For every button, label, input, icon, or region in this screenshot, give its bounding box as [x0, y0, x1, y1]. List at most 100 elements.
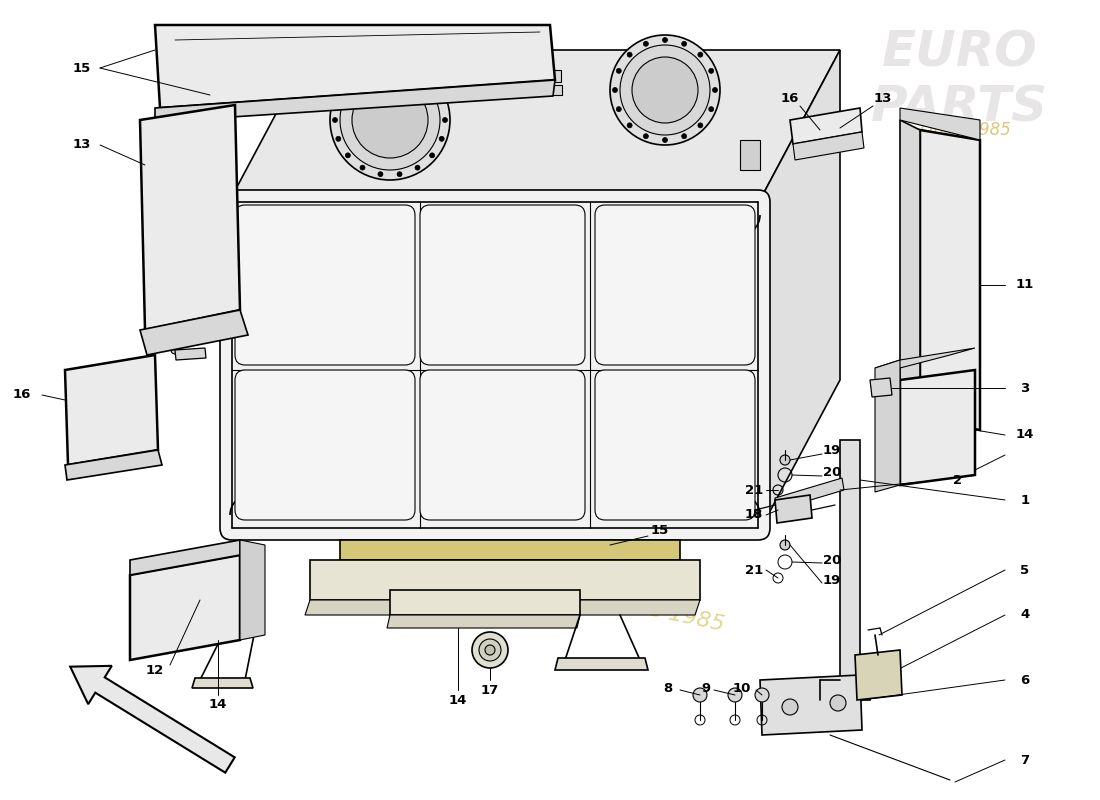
Polygon shape	[65, 450, 162, 480]
Text: 8: 8	[663, 682, 672, 694]
Text: 11: 11	[1016, 278, 1034, 291]
Circle shape	[397, 63, 403, 68]
FancyBboxPatch shape	[235, 370, 415, 520]
Text: 12: 12	[146, 663, 164, 677]
Circle shape	[644, 134, 648, 138]
Text: 10: 10	[733, 682, 751, 694]
Circle shape	[662, 138, 668, 142]
Circle shape	[780, 540, 790, 550]
Text: 18: 18	[745, 509, 763, 522]
Polygon shape	[310, 560, 700, 600]
Polygon shape	[230, 200, 760, 530]
Polygon shape	[240, 540, 265, 640]
Polygon shape	[195, 280, 232, 335]
Circle shape	[782, 699, 797, 715]
Circle shape	[682, 134, 686, 138]
Circle shape	[397, 172, 403, 177]
Circle shape	[430, 82, 434, 87]
FancyBboxPatch shape	[235, 205, 415, 365]
Polygon shape	[175, 590, 255, 640]
Polygon shape	[556, 658, 648, 670]
Polygon shape	[230, 50, 840, 200]
Text: 19: 19	[823, 574, 842, 586]
Circle shape	[340, 70, 440, 170]
Text: 21: 21	[745, 563, 763, 577]
FancyArrow shape	[70, 666, 234, 773]
Text: EURO
PARTS: EURO PARTS	[871, 28, 1048, 132]
Circle shape	[430, 153, 434, 158]
Circle shape	[780, 455, 790, 465]
Circle shape	[610, 35, 720, 145]
Text: 7: 7	[1021, 754, 1030, 766]
Circle shape	[662, 38, 668, 42]
Circle shape	[378, 63, 383, 68]
Polygon shape	[870, 378, 892, 397]
Circle shape	[472, 632, 508, 668]
Circle shape	[697, 123, 703, 128]
Circle shape	[613, 87, 617, 93]
Polygon shape	[130, 555, 240, 660]
Text: 1: 1	[1021, 494, 1030, 506]
Circle shape	[345, 82, 351, 87]
Circle shape	[644, 42, 648, 46]
Polygon shape	[790, 108, 862, 144]
Circle shape	[415, 70, 420, 75]
Text: 3: 3	[1021, 382, 1030, 394]
Polygon shape	[387, 615, 580, 628]
Text: 19: 19	[823, 443, 842, 457]
Circle shape	[755, 688, 769, 702]
Polygon shape	[140, 105, 240, 330]
Circle shape	[360, 70, 365, 75]
Circle shape	[415, 165, 420, 170]
Polygon shape	[336, 560, 680, 575]
Circle shape	[485, 645, 495, 655]
FancyBboxPatch shape	[595, 370, 755, 520]
Circle shape	[360, 165, 365, 170]
Circle shape	[708, 68, 714, 74]
Text: 14: 14	[209, 698, 228, 711]
Circle shape	[177, 335, 187, 345]
Text: 9: 9	[702, 682, 711, 694]
Circle shape	[439, 98, 444, 104]
Text: 6: 6	[1021, 674, 1030, 686]
Polygon shape	[155, 80, 556, 122]
Polygon shape	[760, 675, 862, 735]
Bar	[548, 85, 562, 95]
Bar	[510, 60, 530, 74]
Circle shape	[708, 106, 714, 112]
Circle shape	[616, 68, 622, 74]
Polygon shape	[760, 50, 840, 530]
Circle shape	[336, 98, 341, 104]
Text: 13: 13	[873, 91, 892, 105]
Polygon shape	[855, 650, 902, 700]
Text: 15: 15	[651, 523, 669, 537]
Circle shape	[627, 52, 632, 57]
FancyBboxPatch shape	[420, 205, 585, 365]
Text: 14: 14	[1015, 429, 1034, 442]
Polygon shape	[900, 108, 980, 140]
Circle shape	[352, 82, 428, 158]
Circle shape	[336, 136, 341, 142]
Polygon shape	[920, 130, 980, 430]
Polygon shape	[65, 355, 158, 465]
Polygon shape	[840, 440, 860, 680]
Polygon shape	[140, 310, 248, 355]
Circle shape	[330, 60, 450, 180]
Polygon shape	[874, 360, 900, 492]
Circle shape	[697, 52, 703, 57]
Text: 20: 20	[823, 554, 842, 566]
Text: 15: 15	[73, 62, 91, 74]
Text: 21: 21	[745, 483, 763, 497]
Polygon shape	[390, 590, 580, 615]
Polygon shape	[175, 348, 206, 360]
Circle shape	[345, 153, 351, 158]
Bar	[544, 70, 561, 82]
Circle shape	[442, 118, 448, 122]
Polygon shape	[776, 478, 844, 510]
Circle shape	[632, 57, 698, 123]
Circle shape	[332, 118, 338, 122]
Circle shape	[682, 42, 686, 46]
Polygon shape	[900, 120, 920, 420]
Circle shape	[693, 688, 707, 702]
Text: 4: 4	[1021, 609, 1030, 622]
